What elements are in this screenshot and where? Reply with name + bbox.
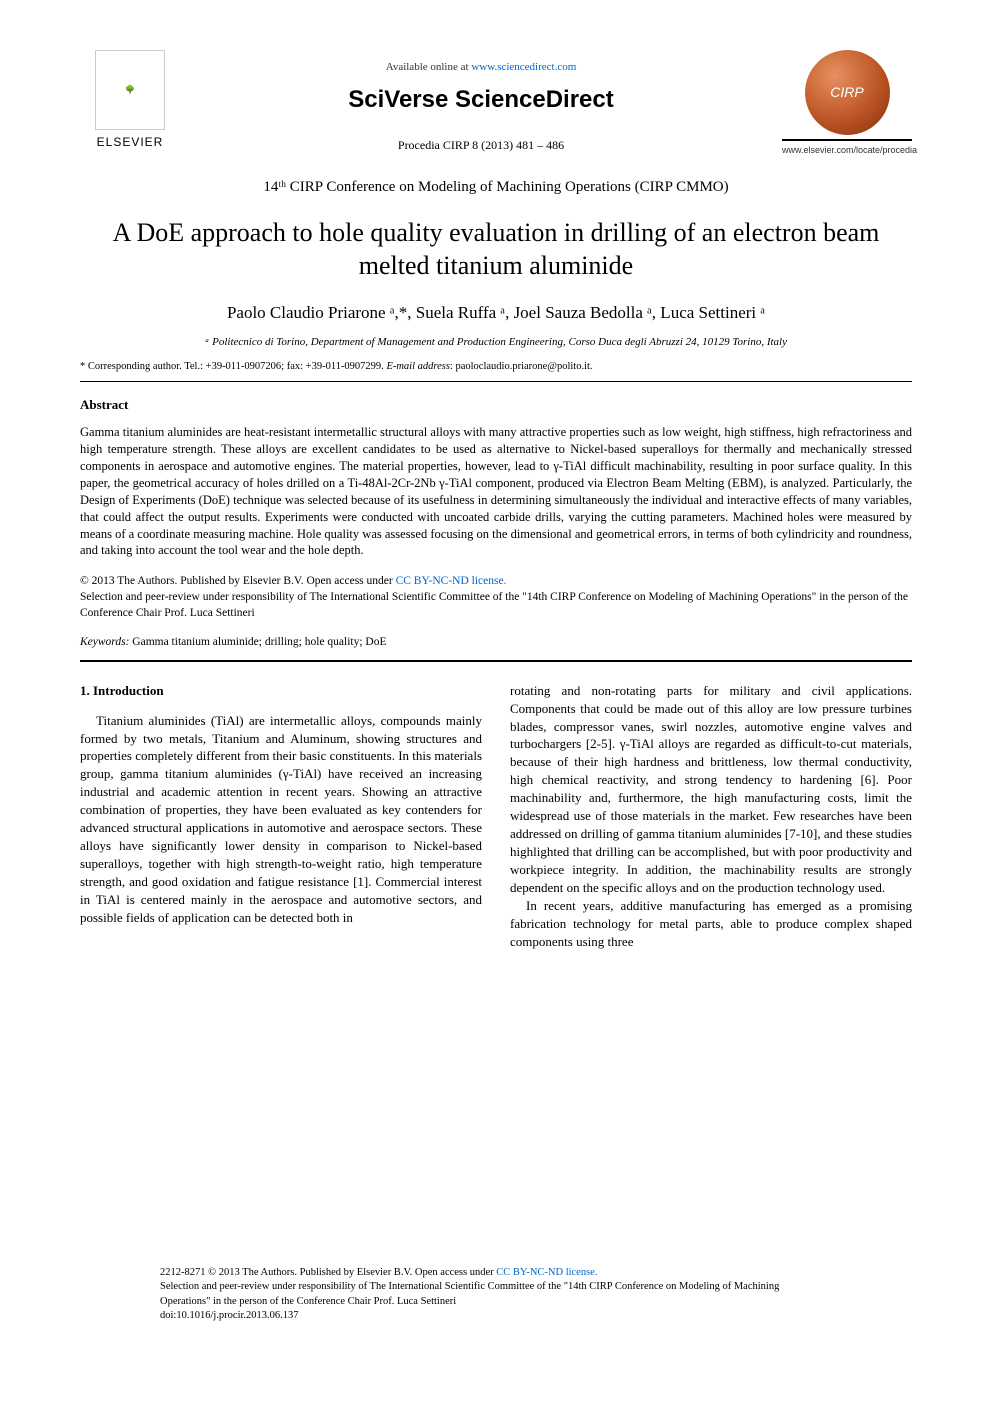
intro-paragraph-1: Titanium aluminides (TiAl) are intermeta… bbox=[80, 712, 482, 927]
abstract-heading: Abstract bbox=[80, 396, 912, 414]
section-heading-introduction: 1. Introduction bbox=[80, 682, 482, 700]
procedia-citation: Procedia CIRP 8 (2013) 481 – 486 bbox=[180, 137, 782, 154]
keywords-line: Keywords: Gamma titanium aluminide; dril… bbox=[80, 634, 912, 662]
copyright-line1: © 2013 The Authors. Published by Elsevie… bbox=[80, 575, 307, 587]
elsevier-tree-icon: 🌳 bbox=[95, 50, 165, 130]
keywords-text: Gamma titanium aluminide; drilling; hole… bbox=[129, 636, 386, 648]
cirp-circle-icon: CIRP bbox=[805, 50, 890, 135]
paper-title: A DoE approach to hole quality evaluatio… bbox=[80, 216, 912, 284]
intro-paragraph-3: In recent years, additive manufacturing … bbox=[510, 897, 912, 951]
footer-line2: Selection and peer-review under responsi… bbox=[160, 1281, 779, 1306]
elsevier-logo-block: 🌳 ELSEVIER bbox=[80, 50, 180, 151]
column-left: 1. Introduction Titanium aluminides (TiA… bbox=[80, 682, 482, 951]
intro-paragraph-2: rotating and non-rotating parts for mili… bbox=[510, 682, 912, 897]
elsevier-label: ELSEVIER bbox=[97, 134, 164, 151]
header-row: 🌳 ELSEVIER Available online at www.scien… bbox=[80, 50, 912, 157]
license-link[interactable]: CC BY-NC-ND license. bbox=[396, 575, 507, 587]
footer-license-prefix: Open access under bbox=[415, 1267, 496, 1278]
footer-doi: doi:10.1016/j.procir.2013.06.137 bbox=[160, 1310, 299, 1321]
corresponding-author-line: * Corresponding author. Tel.: +39-011-09… bbox=[80, 360, 912, 382]
abstract-text: Gamma titanium aluminides are heat-resis… bbox=[80, 424, 912, 559]
sciverse-brand: SciVerse ScienceDirect bbox=[180, 83, 782, 117]
keywords-label: Keywords: bbox=[80, 636, 129, 648]
authors-line: Paolo Claudio Priarone ᵃ,*, Suela Ruffa … bbox=[80, 301, 912, 325]
sciencedirect-link[interactable]: www.sciencedirect.com bbox=[471, 61, 576, 73]
affiliation-line: ᵃ Politecnico di Torino, Department of M… bbox=[80, 335, 912, 350]
available-online-text: Available online at bbox=[386, 61, 472, 73]
conference-name: 14ᵗʰ CIRP Conference on Modeling of Mach… bbox=[80, 177, 912, 198]
elsevier-procedia-url: www.elsevier.com/locate/procedia bbox=[782, 144, 912, 157]
column-right: rotating and non-rotating parts for mili… bbox=[510, 682, 912, 951]
email-label: E-mail address bbox=[386, 361, 449, 372]
cirp-underline: www.elsevier.com/locate/procedia bbox=[782, 139, 912, 157]
footer-block: 2212-8271 © 2013 The Authors. Published … bbox=[160, 1266, 832, 1323]
corresponding-prefix: * Corresponding author. Tel.: +39-011-09… bbox=[80, 361, 386, 372]
body-two-column: 1. Introduction Titanium aluminides (TiA… bbox=[80, 682, 912, 951]
corresponding-email: : paoloclaudio.priarone@polito.it. bbox=[450, 361, 593, 372]
copyright-block: © 2013 The Authors. Published by Elsevie… bbox=[80, 573, 912, 621]
license-prefix: Open access under bbox=[307, 575, 396, 587]
footer-line1: 2212-8271 © 2013 The Authors. Published … bbox=[160, 1267, 415, 1278]
cirp-logo-block: CIRP www.elsevier.com/locate/procedia bbox=[782, 50, 912, 157]
available-online-line: Available online at www.sciencedirect.co… bbox=[180, 60, 782, 75]
center-header: Available online at www.sciencedirect.co… bbox=[180, 50, 782, 154]
footer-license-link[interactable]: CC BY-NC-ND license. bbox=[496, 1267, 597, 1278]
copyright-line2: Selection and peer-review under responsi… bbox=[80, 591, 908, 619]
